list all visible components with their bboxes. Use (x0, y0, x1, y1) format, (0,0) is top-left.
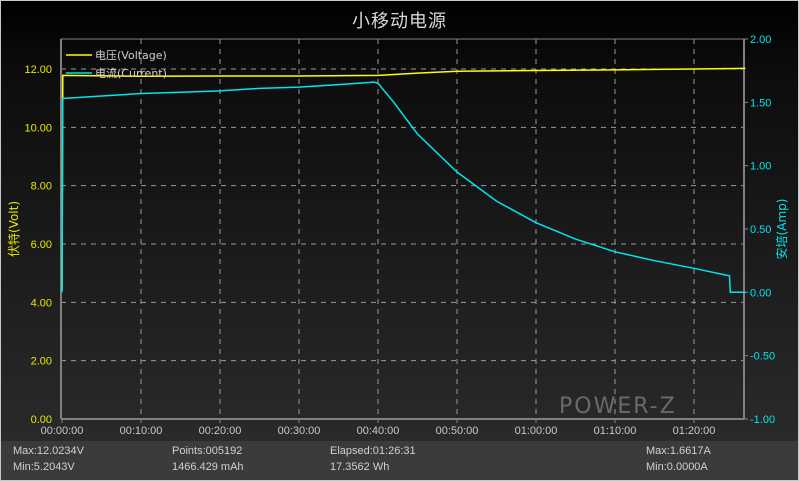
power-z-watermark: POWER-Z (559, 394, 677, 419)
chart-plot: 00:00:00 00:10:00 00:20:00 00:30:00 00:40:00… (6, 34, 789, 437)
y-right-tick-label: 2.00 (750, 34, 771, 46)
x-tick-label: 01:00:00 (515, 425, 558, 437)
x-tick-label: 00:50:00 (436, 425, 479, 437)
current-line (61, 81, 746, 294)
y-right-tick-label: 0.00 (750, 287, 771, 299)
legend-label: 电流(Current) (95, 66, 167, 80)
current-max: Max:1.6617A (646, 445, 711, 457)
y-left-tick-label: 12.00 (24, 64, 52, 76)
y-left-tick-label: 8.00 (31, 181, 52, 193)
x-tick-label: 00:20:00 (199, 425, 242, 437)
capacity-mah: 1466.429 mAh (172, 461, 244, 473)
points-count: Points:005192 (172, 445, 243, 457)
x-tick-label: 00:40:00 (357, 425, 400, 437)
legend-label: 电压(Voltage) (95, 49, 167, 62)
y-right-tick-label: -1.00 (750, 414, 775, 426)
voltage-max: Max:12.0234V (13, 445, 84, 457)
y-right-tick-label: 1.00 (750, 161, 771, 173)
voltage-line (61, 67, 746, 291)
elapsed-time: Elapsed:01:26:31 (330, 445, 416, 457)
x-tick-label: 01:10:00 (594, 425, 637, 437)
y-left-tick-label: 4.00 (31, 297, 52, 309)
y-left-tick-label: 6.00 (31, 239, 52, 251)
y-left-axis-label: 伏特(Volt) (6, 201, 21, 257)
y-right-axis-label: 安培(Amp) (774, 199, 789, 260)
current-min: Min:0.0000A (646, 461, 708, 473)
x-tick-label: 00:10:00 (120, 425, 163, 437)
chart-title: 小移动电源 (352, 11, 447, 31)
x-tick-label: 00:30:00 (278, 425, 321, 437)
stats-bar: Max:12.0234V Min:5.2043V Points:005192 1… (1, 441, 798, 480)
x-tick-label: 00:00:00 (41, 425, 84, 437)
y-right-tick-label: 1.50 (750, 97, 771, 109)
y-right-tick-label: -0.50 (750, 351, 775, 363)
y-right-tick-label: 0.50 (750, 224, 771, 236)
y-left-tick-label: 2.00 (31, 356, 52, 368)
y-left-tick-label: 10.00 (24, 122, 52, 134)
x-tick-label: 01:20:00 (673, 425, 716, 437)
y-left-tick-label: 0.00 (31, 414, 52, 426)
voltage-min: Min:5.2043V (13, 461, 75, 473)
energy-wh: 17.3562 Wh (330, 461, 390, 473)
